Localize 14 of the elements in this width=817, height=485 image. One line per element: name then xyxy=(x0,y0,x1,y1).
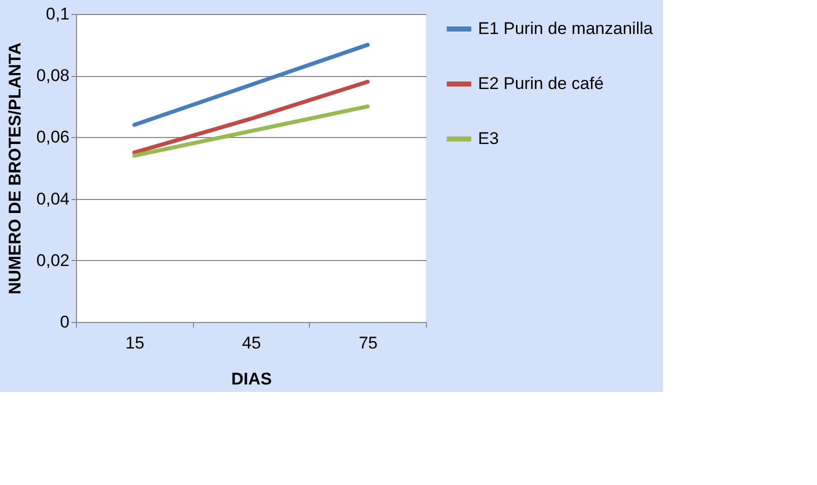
y-tick-label: 0,02 xyxy=(36,250,70,270)
y-tick-label: 0,06 xyxy=(36,128,70,147)
legend-label: E2 Purin de café xyxy=(478,74,604,93)
x-tick-label: 75 xyxy=(358,334,378,352)
y-tick-label: 0 xyxy=(60,312,70,332)
x-tick-label: 45 xyxy=(242,334,261,352)
y-tick-label: 0,1 xyxy=(46,4,70,24)
y-tick-label: 0,04 xyxy=(36,189,70,208)
x-axis-title: DIAS xyxy=(231,370,272,388)
legend-label: E3 xyxy=(478,129,499,148)
y-tick-label: 0,08 xyxy=(36,66,70,86)
legend-label: E1 Purin de manzanilla xyxy=(478,19,654,38)
y-axis-title: NUMERO DE BROTES/PLANTA xyxy=(5,42,24,294)
x-tick-label: 15 xyxy=(125,334,144,352)
